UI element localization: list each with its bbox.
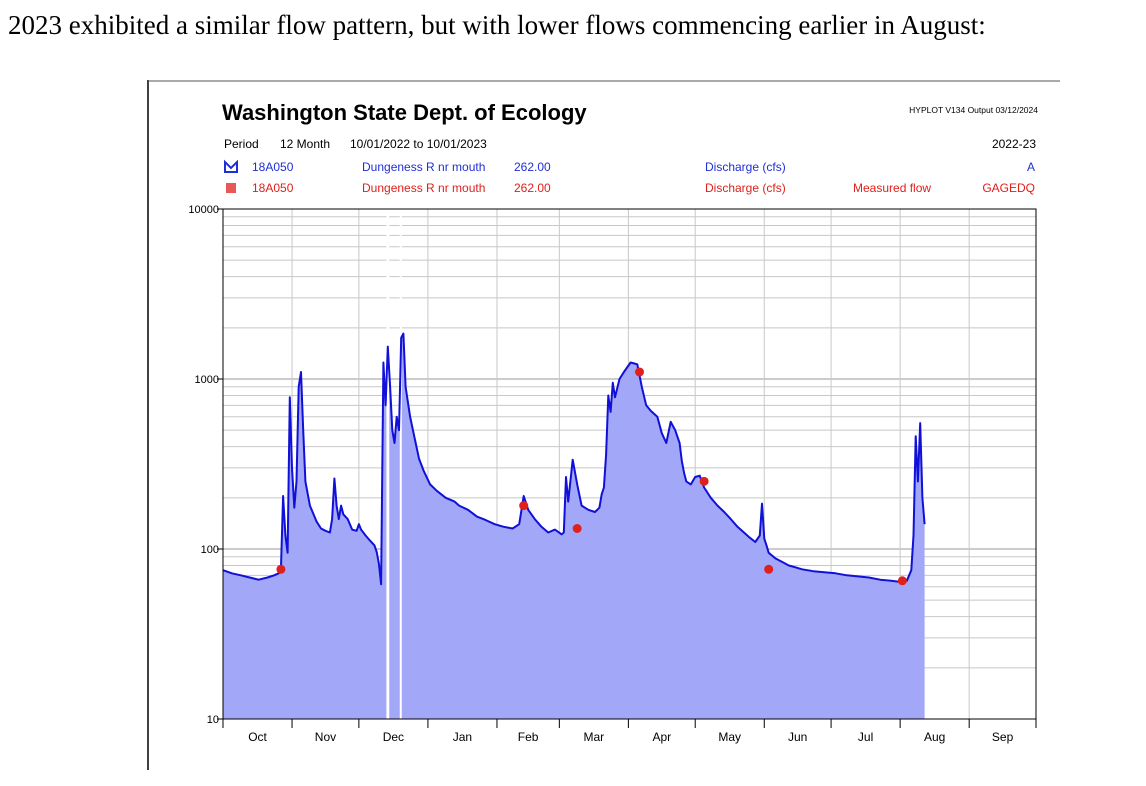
data-gaps [386,209,402,719]
x-tick-label: Jan [453,730,472,744]
discharge-line [222,332,926,586]
y-tick-label: 10 [207,714,219,726]
legend-station: 18A050 [252,181,294,195]
y-tick-label: 1000 [195,374,219,386]
measured-flow-point [897,576,907,586]
legend-value: 262.00 [514,181,551,195]
x-tick-label: Apr [652,730,671,744]
legend-description: Measured flow [853,181,931,195]
legend-parameter: Discharge (cfs) [705,181,786,195]
period-length: 12 Month [280,137,330,151]
x-tick-label: Sep [992,730,1014,744]
legend-river: Dungeness R nr mouth [362,160,485,174]
legend-code: A [1027,160,1035,174]
legend-river: Dungeness R nr mouth [362,181,485,195]
legend-parameter: Discharge (cfs) [705,160,786,174]
measured-flow-point [699,476,709,486]
period-label: Period [224,137,259,151]
measured-flow-point [635,367,645,377]
hydrograph-figure: Washington State Dept. of Ecology HYPLOT… [147,80,1060,770]
legend-value: 262.00 [514,160,551,174]
data-gap [386,209,390,719]
x-tick-label: Jul [858,730,873,744]
legend-row-measured: 18A050 Dungeness R nr mouth 262.00 Disch… [226,181,1035,195]
x-tick-label: Jun [788,730,807,744]
water-year: 2022-23 [992,137,1036,151]
data-gap [399,209,402,719]
measured-flow-point [764,564,774,574]
y-tick-label: 10000 [188,204,219,216]
measured-point-icon [226,183,236,193]
line-series-icon [224,159,238,173]
output-info: HYPLOT V134 Output 03/12/2024 [909,105,1038,115]
y-tick-label: 100 [201,544,219,556]
y-axis: 10 100 1000 10000 [188,204,223,726]
x-tick-label: Nov [315,730,336,744]
legend-row-discharge: 18A050 Dungeness R nr mouth 262.00 Disch… [224,159,1035,174]
x-tick-label: Oct [248,730,267,744]
x-tick-label: Dec [383,730,404,744]
chart-title: Washington State Dept. of Ecology [222,100,587,125]
legend-station: 18A050 [252,160,294,174]
x-tick-label: Feb [518,730,539,744]
measured-flow-point [572,524,582,534]
measured-flow-point [519,501,529,511]
measured-flow-points [276,367,907,586]
caption-text: 2023 exhibited a similar flow pattern, b… [8,10,986,40]
measured-flow-point [276,564,286,574]
period-range: 10/01/2022 to 10/01/2023 [350,137,487,151]
x-tick-label: May [718,730,741,744]
legend-code: GAGEDQ [982,181,1035,195]
x-axis: Oct Nov Dec Jan Feb Mar Apr May Jun Jul Aug Sep [222,718,1037,744]
x-tick-label: Aug [924,730,945,744]
x-tick-label: Mar [584,730,605,744]
